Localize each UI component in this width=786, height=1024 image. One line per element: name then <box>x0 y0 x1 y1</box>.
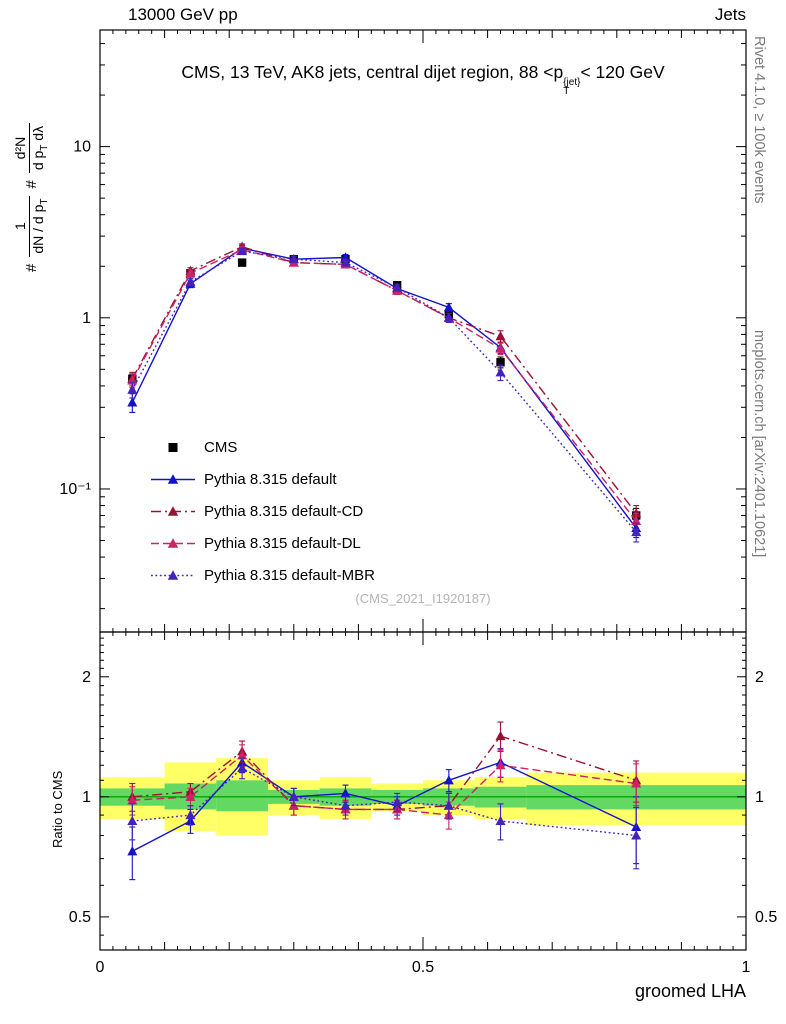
ratio-y-tick-label: 2 <box>82 669 91 686</box>
analysis-id-watermark: (CMS_2021_I1920187) <box>355 591 491 606</box>
y-axis-fraction-2: d²N d pT dλ <box>12 122 51 174</box>
ratio-series-pythia-8-315-default-mbr <box>127 757 642 870</box>
axis-ticks <box>99 30 747 950</box>
mcplots-attribution: mcplots.cern.ch [arXiv:2401.10621] <box>751 330 767 558</box>
legend-marker-square-icon <box>168 443 178 452</box>
fraction1-denominator: dN / d pT <box>28 195 51 257</box>
legend-marker-triangle-icon <box>151 506 195 516</box>
legend-label: CMS <box>204 438 238 456</box>
main-y-tick-label: 10 <box>73 139 91 156</box>
fraction1-numerator: 1 <box>12 222 28 230</box>
fraction2-numerator: d²N <box>12 136 28 160</box>
x-tick-label: 0 <box>96 959 105 976</box>
panel-frames <box>99 29 747 951</box>
ratio-uncertainty-bands <box>100 758 746 836</box>
legend-marker-triangle-icon <box>151 538 195 548</box>
y-axis-fraction-1: 1 dN / d pT <box>12 195 51 257</box>
legend: CMS Pythia 8.315 default Pythia 8.315 defa… <box>150 436 375 586</box>
plot-title-sub: T <box>563 86 570 97</box>
legend-label: Pythia 8.315 default-MBR <box>204 566 375 584</box>
y-axis-hash-2: # <box>22 180 40 189</box>
y-axis-title: # 1 dN / d pT # d²N d pT dλ <box>12 122 51 272</box>
legend-marker-triangle-icon <box>151 570 195 580</box>
plot-title: CMS, 13 TeV, AK8 jets, central dijet reg… <box>100 62 746 97</box>
plot-title-pre: CMS, 13 TeV, AK8 jets, central dijet reg… <box>181 62 564 82</box>
legend-label: Pythia 8.315 default-CD <box>204 502 364 520</box>
ratio-y-tick-label-right: 1 <box>755 789 764 806</box>
ratio-y-tick-label: 0.5 <box>69 909 91 926</box>
legend-label: Pythia 8.315 default <box>204 470 337 488</box>
plot-title-post: < 120 GeV <box>580 62 665 82</box>
legend-item-pythia-8-315-default: Pythia 8.315 default <box>150 468 375 490</box>
x-tick-label: 0.5 <box>412 959 434 976</box>
rivet-version-note: Rivet 4.1.0, ≥ 100k events <box>751 36 767 204</box>
legend-label: Pythia 8.315 default-DL <box>204 534 361 552</box>
legend-item-pythia-8-315-default-cd: Pythia 8.315 default-CD <box>150 500 375 522</box>
legend-item-pythia-8-315-default-dl: Pythia 8.315 default-DL <box>150 532 375 554</box>
main-series-pythia-8-315-default-mbr <box>127 245 642 543</box>
main-y-tick-label: 1 <box>82 310 91 327</box>
legend-marker-triangle-icon <box>151 474 195 484</box>
ratio-y-tick-label-right: 0.5 <box>755 909 777 926</box>
legend-item-pythia-8-315-default-mbr: Pythia 8.315 default-MBR <box>150 564 375 586</box>
analysis-group-label: Jets <box>714 5 746 24</box>
ratio-axis-title: Ratio to CMS <box>50 770 65 848</box>
legend-item-cms: CMS <box>150 436 375 458</box>
y-axis-hash-1: # <box>22 263 40 272</box>
plot-title-sup: {jet} <box>563 77 581 88</box>
fraction2-denominator: d pT dλ <box>28 122 51 174</box>
main-y-tick-label: 10⁻¹ <box>59 481 91 498</box>
ratio-y-tick-label: 1 <box>82 789 91 806</box>
pt-jet-supsub: {jet} T <box>563 77 581 97</box>
x-tick-label: 1 <box>742 959 751 976</box>
beam-energy-label: 13000 GeV pp <box>128 5 238 24</box>
x-axis-title: groomed LHA <box>634 981 746 1001</box>
ratio-y-tick-label-right: 2 <box>755 669 764 686</box>
